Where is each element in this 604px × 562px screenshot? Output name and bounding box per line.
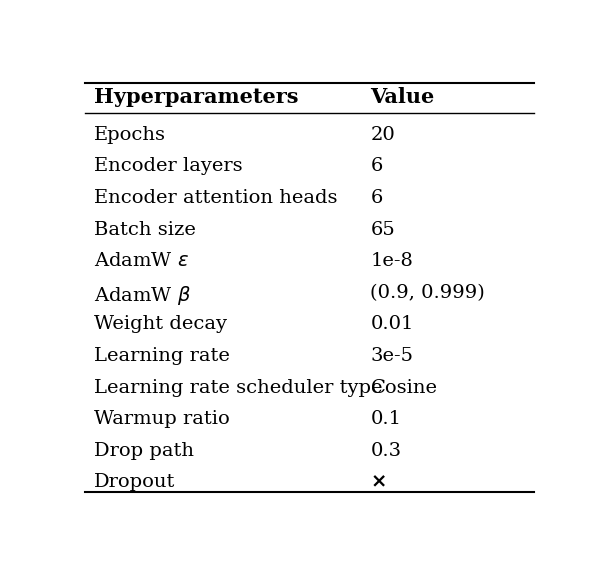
Text: 0.01: 0.01 [370, 315, 414, 333]
Text: 65: 65 [370, 221, 395, 239]
Text: Hyperparameters: Hyperparameters [94, 87, 299, 107]
Text: 1e-8: 1e-8 [370, 252, 413, 270]
Text: Drop path: Drop path [94, 442, 194, 460]
Text: AdamW $\epsilon$: AdamW $\epsilon$ [94, 252, 189, 270]
Text: (0.9, 0.999): (0.9, 0.999) [370, 284, 485, 302]
Text: 3e-5: 3e-5 [370, 347, 413, 365]
Text: 6: 6 [370, 157, 383, 175]
Text: Dropout: Dropout [94, 473, 176, 491]
Text: Warmup ratio: Warmup ratio [94, 410, 230, 428]
Text: 6: 6 [370, 189, 383, 207]
Text: 20: 20 [370, 126, 395, 144]
Text: $\boldsymbol{\times}$: $\boldsymbol{\times}$ [370, 473, 387, 491]
Text: 0.3: 0.3 [370, 442, 402, 460]
Text: Encoder attention heads: Encoder attention heads [94, 189, 338, 207]
Text: AdamW $\beta$: AdamW $\beta$ [94, 284, 191, 307]
Text: Epochs: Epochs [94, 126, 166, 144]
Text: Value: Value [370, 87, 435, 107]
Text: Learning rate scheduler type: Learning rate scheduler type [94, 379, 383, 397]
Text: Cosine: Cosine [370, 379, 437, 397]
Text: 0.1: 0.1 [370, 410, 402, 428]
Text: Batch size: Batch size [94, 221, 196, 239]
Text: Learning rate: Learning rate [94, 347, 230, 365]
Text: Encoder layers: Encoder layers [94, 157, 243, 175]
Text: Weight decay: Weight decay [94, 315, 227, 333]
